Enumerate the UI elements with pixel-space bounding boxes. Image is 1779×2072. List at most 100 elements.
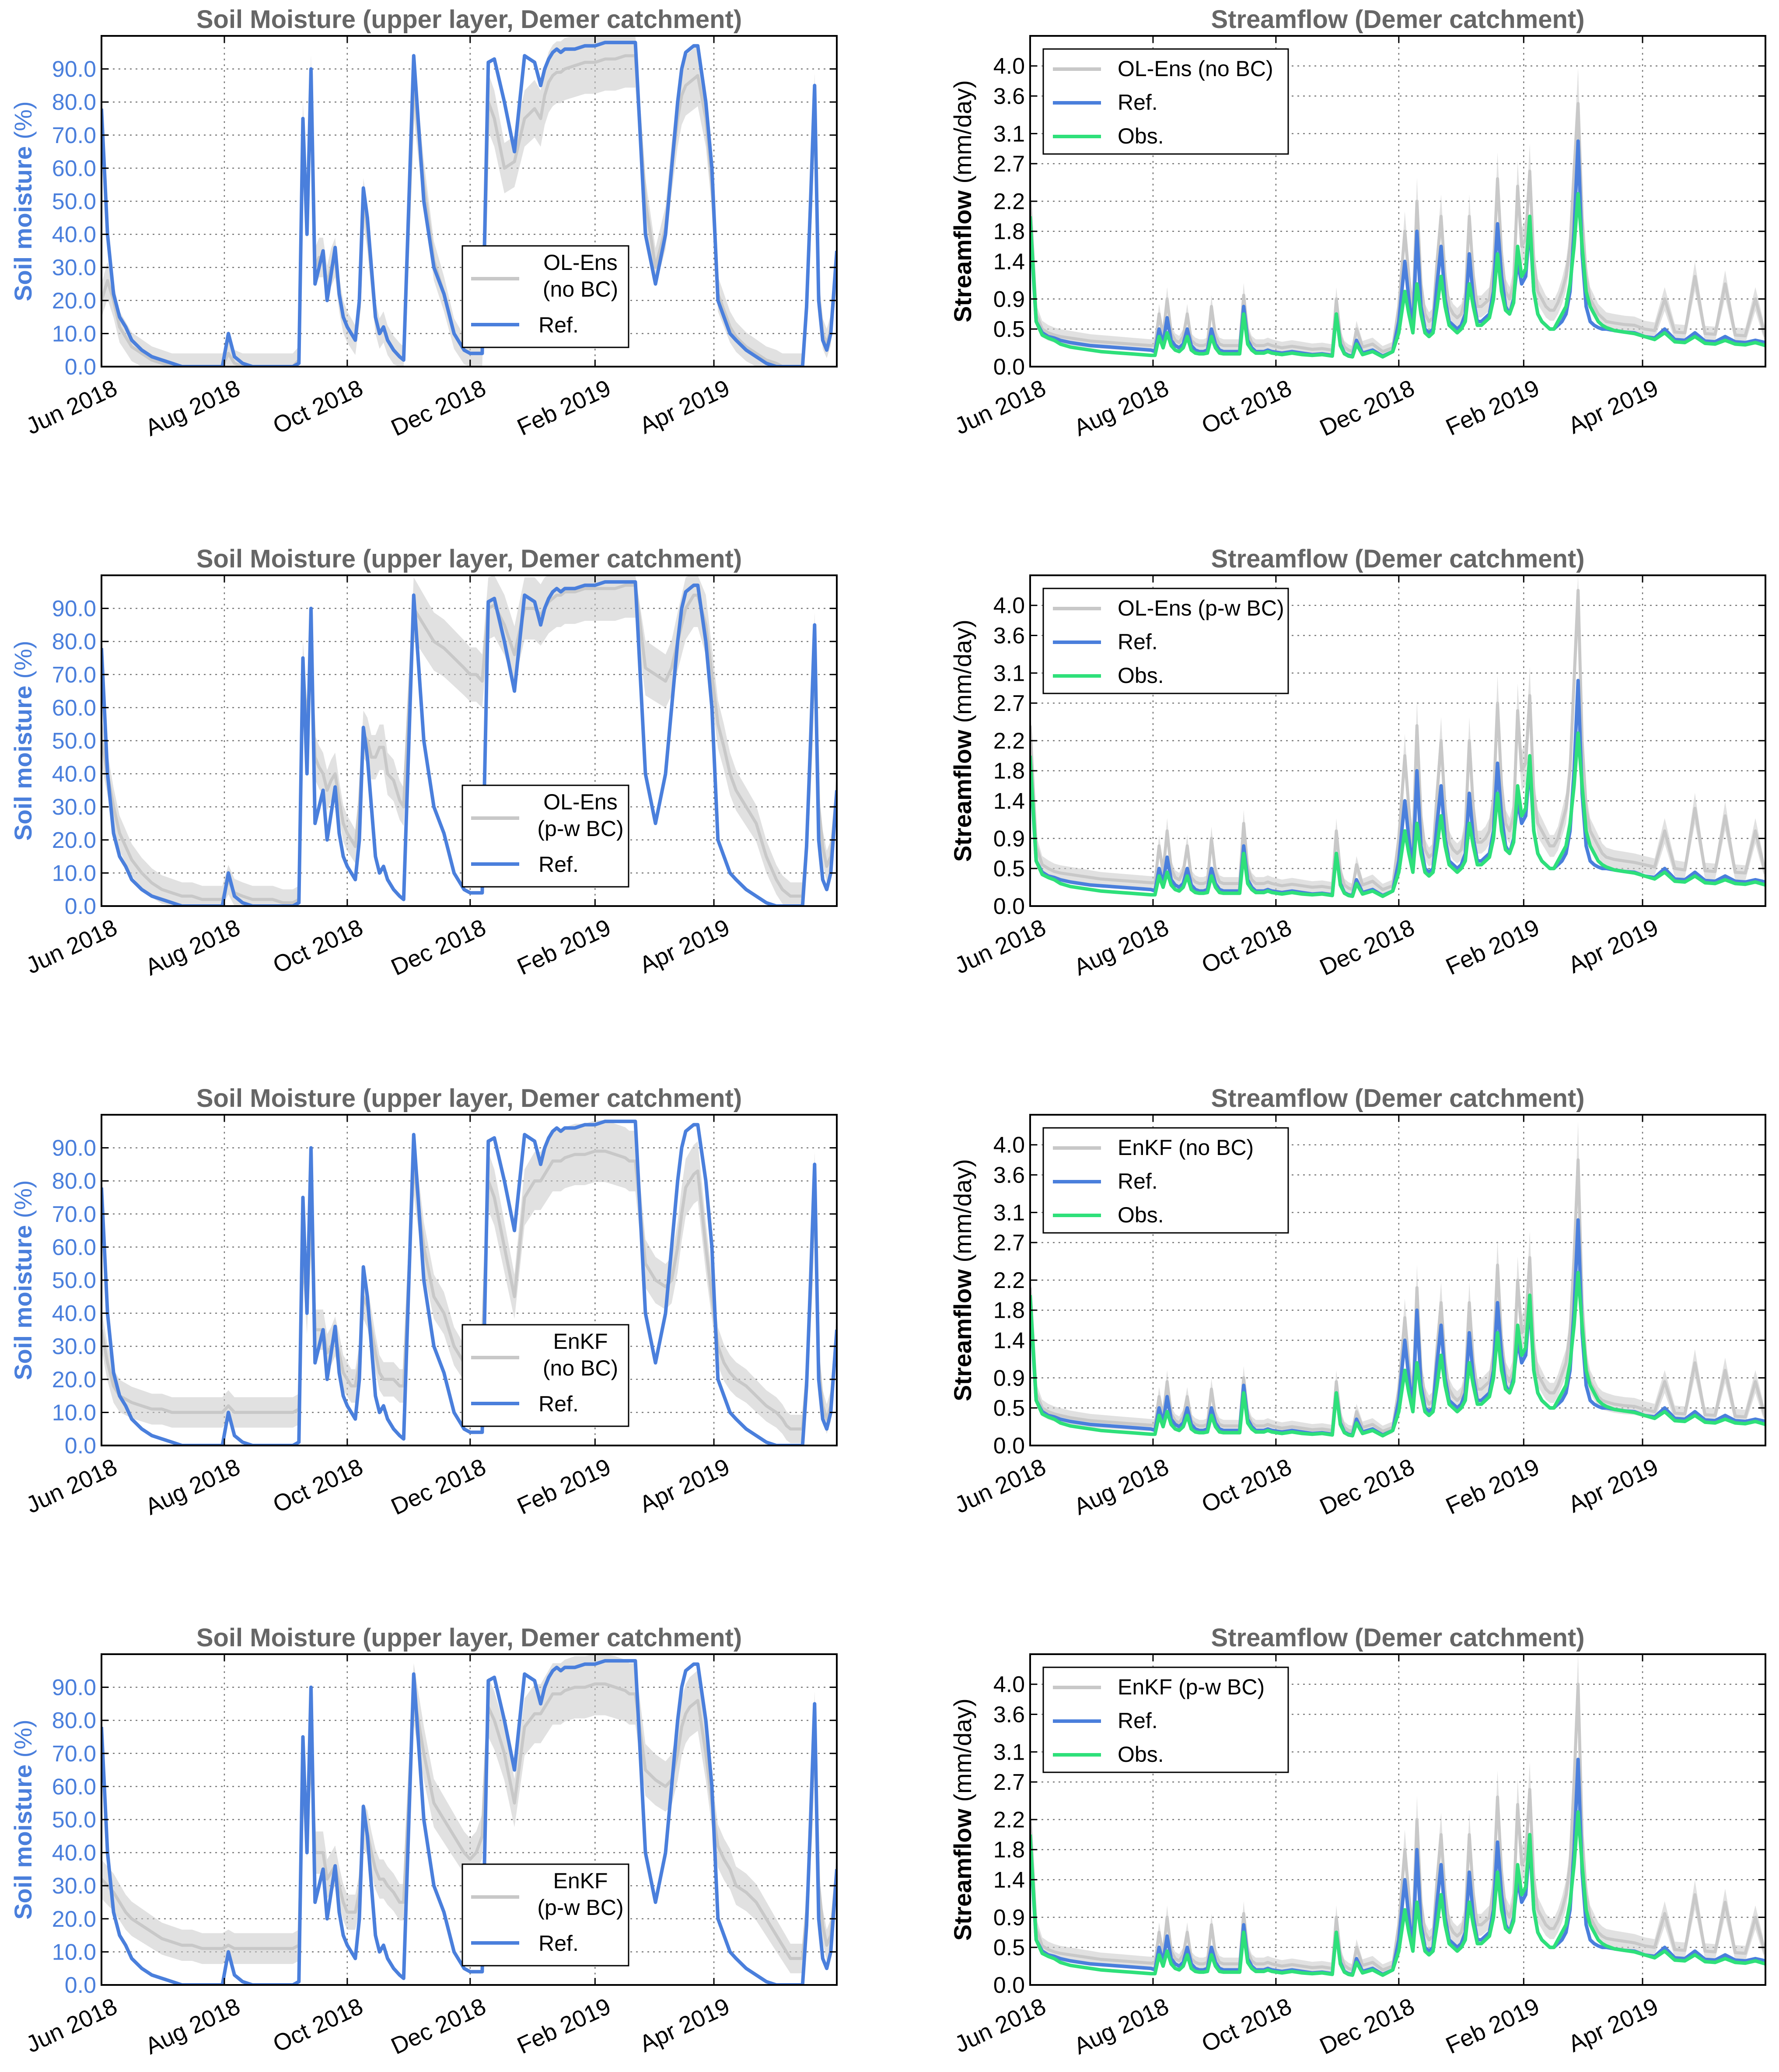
x-tick-label: Jun 2018 (22, 1453, 121, 1518)
y-tick-label: 3.1 (993, 661, 1025, 686)
y-axis-label: Streamflow (mm/day) (949, 620, 976, 862)
x-tick-label: Aug 2018 (1070, 914, 1173, 980)
y-tick-label: 0.0 (993, 354, 1025, 380)
legend-label-ensemble-bc: (p-w BC) (537, 816, 623, 841)
x-tick-label: Feb 2019 (1442, 914, 1543, 980)
legend-label-reference: Ref. (538, 313, 579, 337)
y-axis-label: Streamflow (mm/day) (949, 1698, 976, 1941)
x-tick-label: Jun 2018 (951, 374, 1050, 439)
x-tick-label: Feb 2019 (513, 1453, 615, 1519)
series-line-ens (101, 584, 837, 904)
legend-box (461, 245, 629, 348)
x-tick-label: Oct 2018 (269, 374, 367, 439)
y-axis-label-unit: (mm/day) (949, 620, 976, 723)
y-tick-label: 0.0 (65, 894, 96, 919)
panel-flow-2: 0.0 0.5 0.9 1.4 1.8 2.2 2.7 3.1 3.6 4.0 Jun 2018 Au… (949, 545, 1766, 981)
legend: EnKF(no BC) Ref. (461, 1324, 629, 1427)
y-tick-label: 2.2 (993, 1268, 1025, 1293)
legend-label-ensemble: OL-Ens (no BC) (1118, 56, 1273, 81)
y-tick-label: 0.0 (65, 1433, 96, 1459)
y-axis-label-unit: (mm/day) (949, 1159, 976, 1262)
x-tick-label: Apr 2019 (636, 1453, 734, 1518)
y-tick-label: 30.0 (52, 794, 96, 820)
panel-title: Streamflow (Demer catchment) (1211, 5, 1584, 34)
legend: OL-Ens(no BC) Ref. (461, 245, 629, 348)
y-tick-label: 2.2 (993, 189, 1025, 214)
y-tick-label: 1.4 (993, 1867, 1025, 1893)
x-tick-label: Dec 2018 (1316, 1453, 1419, 1520)
y-tick-label: 2.7 (993, 691, 1025, 716)
legend-label-reference: Ref. (1118, 630, 1158, 654)
y-axis-label-space (949, 1263, 976, 1270)
y-tick-label: 50.0 (52, 1807, 96, 1833)
y-axis-label-unit: (%) (9, 1719, 37, 1757)
y-tick-label: 4.0 (993, 593, 1025, 619)
y-tick-label: 20.0 (52, 1367, 96, 1393)
series-group (1030, 1654, 1765, 1977)
y-axis-label-space (949, 1802, 976, 1809)
y-tick-label: 30.0 (52, 255, 96, 280)
x-tick-label: Aug 2018 (141, 374, 244, 441)
y-tick-label: 50.0 (52, 189, 96, 214)
y-axis-label-space (9, 1218, 37, 1225)
y-tick-label: 10.0 (52, 1400, 96, 1425)
y-tick-label: 3.1 (993, 121, 1025, 147)
panel-flow-3: 0.0 0.5 0.9 1.4 1.8 2.2 2.7 3.1 3.6 4.0 Jun 2018 Au… (949, 1084, 1766, 1520)
y-tick-label: 0.0 (65, 1973, 96, 1998)
legend-label-reference: Ref. (538, 1392, 579, 1416)
y-tick-label: 2.7 (993, 1770, 1025, 1795)
x-tick-label: Apr 2019 (636, 1993, 734, 2057)
legend-box (461, 1324, 629, 1427)
y-tick-label: 60.0 (52, 156, 96, 181)
x-tick-label: Oct 2018 (269, 914, 367, 978)
y-tick-label: 0.9 (993, 287, 1025, 312)
y-tick-label: 0.5 (993, 1396, 1025, 1421)
x-tick-label: Dec 2018 (1316, 1993, 1419, 2059)
y-tick-label: 3.1 (993, 1200, 1025, 1225)
panel-soil-1: 0.0 10.0 20.0 30.0 40.0 50.0 60.0 70.0 80.0 90.0 J… (9, 5, 838, 441)
y-tick-label: 0.9 (993, 1905, 1025, 1930)
y-axis-label-unit: (mm/day) (949, 80, 976, 183)
panel-title: Streamflow (Demer catchment) (1211, 545, 1584, 573)
legend-label-ensemble: EnKF (p-w BC) (1118, 1675, 1265, 1699)
y-tick-label: 90.0 (52, 57, 96, 82)
y-tick-label: 90.0 (52, 1675, 96, 1701)
y-tick-label: 1.4 (993, 249, 1025, 274)
legend-label-ensemble: EnKF (553, 1869, 608, 1893)
legend-label-reference: Ref. (1118, 90, 1158, 115)
y-tick-label: 50.0 (52, 728, 96, 754)
y-tick-label: 0.0 (993, 1433, 1025, 1459)
y-tick-label: 0.9 (993, 826, 1025, 851)
legend-label-ensemble: EnKF (553, 1329, 608, 1354)
y-tick-label: 3.6 (993, 1162, 1025, 1188)
y-tick-label: 3.1 (993, 1740, 1025, 1765)
y-tick-label: 3.6 (993, 84, 1025, 109)
legend-label-ensemble: OL-Ens (p-w BC) (1118, 596, 1284, 620)
y-tick-label: 3.6 (993, 1702, 1025, 1727)
y-tick-label: 4.0 (993, 1672, 1025, 1698)
y-tick-label: 1.8 (993, 759, 1025, 784)
y-tick-label: 80.0 (52, 90, 96, 115)
panel-soil-2: 0.0 10.0 20.0 30.0 40.0 50.0 60.0 70.0 80.0 90.0 J… (9, 545, 838, 981)
legend: OL-Ens (no BC) Ref. Obs. (1042, 48, 1289, 155)
x-tick-label: Jun 2018 (22, 914, 121, 979)
panel-title: Soil Moisture (upper layer, Demer catchm… (196, 5, 742, 34)
y-axis-label-unit: (%) (9, 640, 37, 679)
y-tick-label: 0.5 (993, 317, 1025, 342)
legend-label-ensemble: OL-Ens (543, 790, 618, 814)
x-tick-label: Jun 2018 (951, 1993, 1050, 2058)
ensemble-spread-band (101, 575, 837, 906)
y-tick-label: 2.2 (993, 1807, 1025, 1833)
legend-label-observed: Obs. (1118, 1203, 1164, 1227)
y-tick-label: 1.8 (993, 1298, 1025, 1323)
panel-title: Soil Moisture (upper layer, Demer catchm… (196, 1624, 742, 1652)
panel-title: Streamflow (Demer catchment) (1211, 1624, 1584, 1652)
y-axis-label-main: Soil moisture (9, 686, 37, 841)
legend-label-observed: Obs. (1118, 663, 1164, 688)
y-axis-label-main: Soil moisture (9, 1764, 37, 1920)
legend-label-reference: Ref. (1118, 1169, 1158, 1194)
y-tick-label: 40.0 (52, 762, 96, 787)
legend-label-observed: Obs. (1118, 1742, 1164, 1767)
y-axis-label-main: Streamflow (949, 730, 976, 862)
